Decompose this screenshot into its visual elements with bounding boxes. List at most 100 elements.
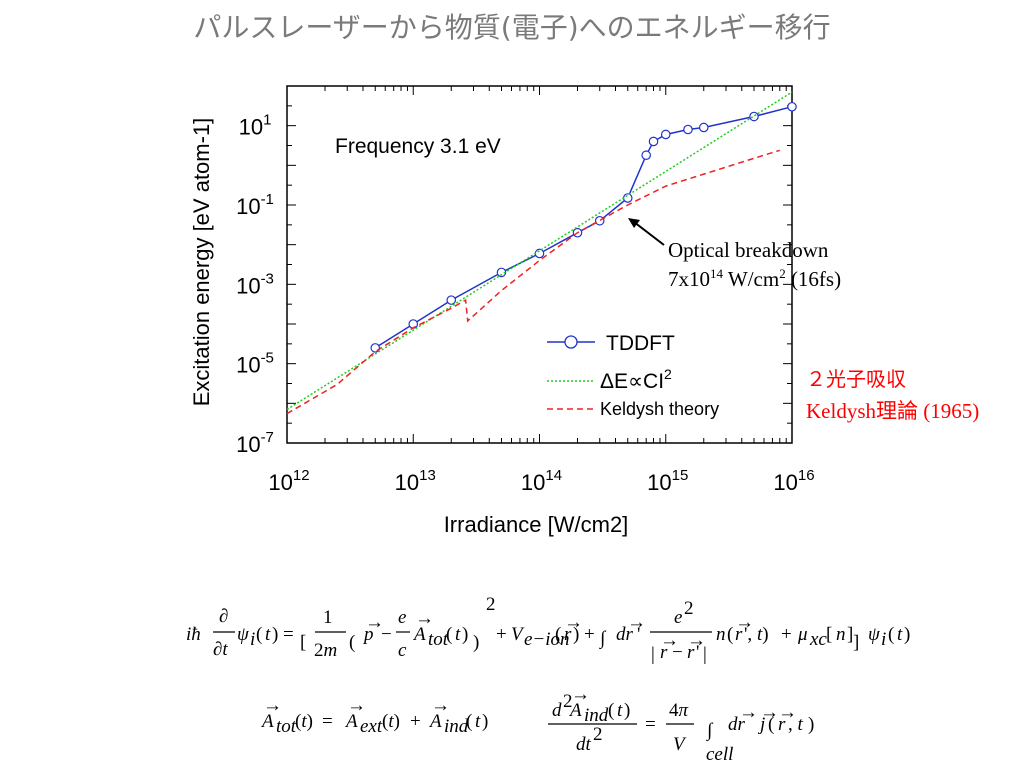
- svg-text:→: →: [660, 630, 679, 651]
- x-tick-labels: 1012 1013 1014 1015 1016: [268, 467, 814, 495]
- svg-text:t: t: [475, 711, 481, 732]
- svg-text:(: (: [888, 624, 894, 645]
- frequency-annotation: Frequency 3.1 eV: [335, 135, 501, 158]
- svg-text:2: 2: [593, 724, 603, 745]
- svg-text:→: →: [739, 702, 758, 723]
- svg-text:=: =: [283, 624, 294, 645]
- svg-text:+: +: [781, 624, 792, 645]
- svg-text:(t): (t): [295, 711, 313, 732]
- legend-tddft-marker: [564, 335, 578, 349]
- svg-text:→: →: [347, 695, 366, 716]
- legend: TDDFT ΔE∝CI2 Keldysh theory: [547, 332, 719, 419]
- svg-text:e−ion: e−ion: [524, 629, 570, 650]
- data-point: [660, 129, 671, 140]
- svg-text:ψ: ψ: [237, 624, 250, 645]
- data-point: [446, 295, 457, 305]
- svg-text:2: 2: [563, 691, 573, 712]
- svg-text:c: c: [398, 640, 407, 661]
- svg-text:=: =: [322, 711, 333, 732]
- y-tick-label: 101: [239, 112, 272, 140]
- legend-ce-label-sup: 2: [664, 366, 672, 382]
- x-tick-label-base: 10: [268, 470, 292, 495]
- legend-tddft-label: TDDFT: [606, 332, 675, 355]
- svg-text:cell: cell: [706, 744, 733, 765]
- annotation-arrow-line: [633, 221, 665, 246]
- x-tick-label-base: 10: [647, 470, 671, 495]
- annotation-arrow-head: [628, 218, 640, 228]
- svg-text:): ): [462, 624, 468, 645]
- svg-text:1: 1: [323, 607, 333, 628]
- axis-ticks: [286, 86, 792, 444]
- y-axis-title-text: Excitation energy [eV atom-1]: [189, 118, 214, 407]
- side-note-line-2: Keldysh理論 (1965): [806, 399, 979, 423]
- svg-text:A: A: [428, 711, 442, 732]
- svg-text:→: →: [263, 695, 282, 716]
- svg-text:(: (: [466, 711, 472, 732]
- svg-text:d: d: [552, 700, 562, 721]
- x-tick-label-exp: 13: [419, 467, 436, 484]
- svg-text:∂t: ∂t: [213, 639, 228, 660]
- y-tick-label-base: 10: [236, 432, 260, 457]
- svg-text:): ): [624, 700, 630, 721]
- svg-text:', t): ', t): [744, 624, 769, 645]
- svg-text:n: n: [716, 624, 726, 645]
- svg-text:∂: ∂: [219, 606, 228, 627]
- svg-text:tot: tot: [428, 629, 449, 650]
- series-line-1: [286, 91, 793, 411]
- svg-text:e: e: [674, 607, 682, 628]
- svg-text:j: j: [757, 714, 765, 735]
- equation-maxwell: d 2 A → ind ( t ) dt 2 = 4π V ∫ cell dr …: [548, 684, 814, 765]
- svg-text:μ: μ: [797, 624, 808, 645]
- svg-text:|: |: [651, 644, 655, 665]
- svg-text:tot: tot: [276, 716, 297, 737]
- annotation-line-2-sup1: 14: [710, 266, 724, 281]
- svg-text:−: −: [672, 642, 683, 663]
- svg-text:2m: 2m: [314, 640, 337, 661]
- data-point: [787, 101, 797, 112]
- data-point: [683, 124, 693, 135]
- equation-vector-potential: A → tot (t) = A → ext (t) + A → ind ( t …: [260, 695, 488, 737]
- svg-text:+: +: [584, 624, 595, 645]
- svg-text:r: r: [660, 642, 668, 663]
- svg-text:→: →: [564, 612, 583, 633]
- y-tick-label-exp: 1: [263, 112, 271, 129]
- data-point: [641, 150, 651, 161]
- svg-text:t: t: [455, 624, 461, 645]
- svg-text:dr: dr: [728, 714, 746, 735]
- side-note-line-1: ２光子吸収: [806, 367, 906, 391]
- y-tick-label-exp: -1: [261, 191, 274, 208]
- x-tick-label: 1012: [268, 467, 309, 495]
- data-point: [594, 215, 605, 226]
- svg-text:i: i: [881, 629, 886, 650]
- svg-text:2: 2: [486, 594, 496, 615]
- svg-text:': ': [637, 624, 640, 645]
- svg-text:(: (: [446, 624, 452, 645]
- y-tick-label-base: 10: [239, 115, 263, 140]
- svg-text:→: →: [571, 684, 590, 705]
- svg-text:p: p: [362, 624, 374, 645]
- svg-text:r: r: [564, 624, 572, 645]
- optical-breakdown-annotation: Optical breakdown 7x1014 W/cm2 (16fs): [628, 218, 841, 291]
- y-tick-label: 10-5: [236, 350, 274, 378]
- legend-keldysh-label: Keldysh theory: [600, 399, 719, 419]
- x-tick-label-exp: 14: [545, 467, 562, 484]
- svg-text:A: A: [344, 711, 358, 732]
- svg-text:2: 2: [684, 598, 694, 619]
- y-tick-label: 10-3: [236, 270, 274, 298]
- svg-text:+: +: [410, 711, 421, 732]
- svg-text:]: ]: [853, 632, 859, 653]
- svg-text:): ): [573, 624, 579, 645]
- y-tick-label-exp: -3: [261, 270, 274, 287]
- annotation-line-2-sup2: 2: [779, 266, 786, 281]
- svg-text:[: [: [826, 624, 832, 645]
- y-tick-label: 10-7: [236, 429, 274, 457]
- x-axis-title: Irradiance [W/cm2]: [444, 512, 629, 537]
- data-point: [408, 319, 419, 329]
- svg-text:xc: xc: [809, 629, 827, 650]
- x-tick-label-base: 10: [395, 470, 419, 495]
- svg-text:A: A: [568, 700, 582, 721]
- series-layer: [286, 91, 797, 415]
- svg-text:A: A: [412, 624, 426, 645]
